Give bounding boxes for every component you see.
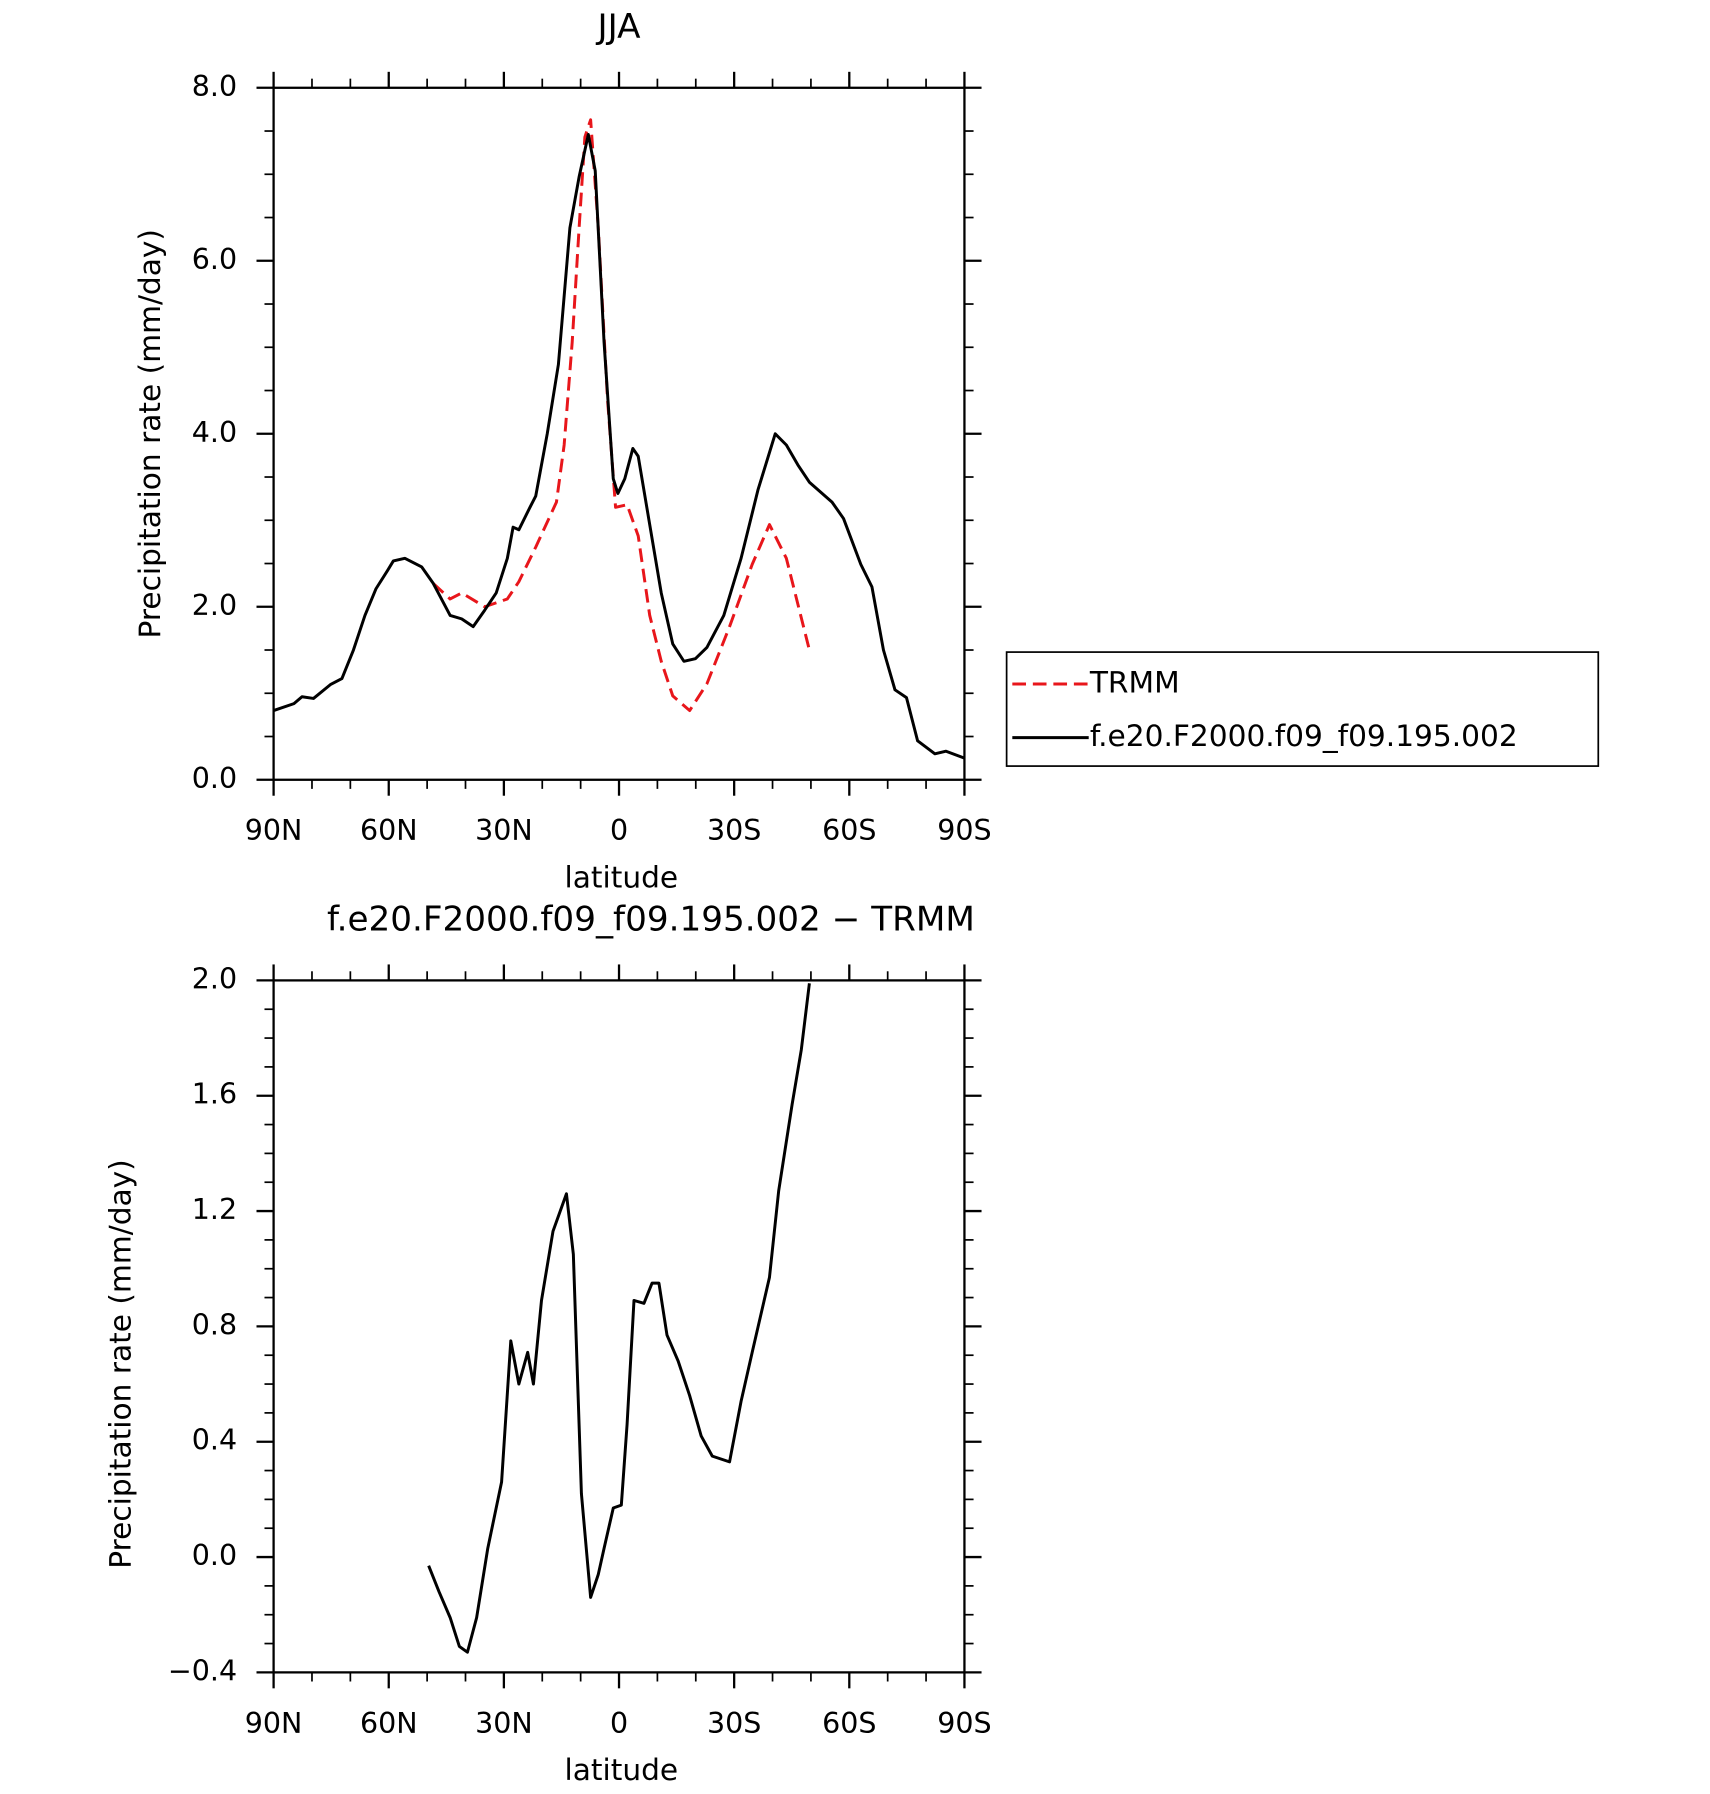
x-tick-label: 30S [707,1707,761,1740]
y-tick-label: 4.0 [192,416,237,449]
x-tick-label: 60S [822,814,876,847]
data-line [432,118,811,713]
y-tick-label: 1.6 [192,1078,237,1111]
legend-label: f.e20.F2000.f09_f09.195.002 [1090,718,1518,753]
legend-label: TRMM [1089,665,1180,700]
x-tick-label: 30S [707,814,761,847]
data-line [273,133,965,760]
x-tick-label: 0 [610,814,628,847]
y-tick-label: 0.0 [192,762,237,795]
x-tick-label: 90N [245,814,303,847]
panel: −0.4 0.0 0.4 0.8 1.2 1.6 2.0 90N 60N 30N 0 30S 60S 90… [102,900,991,1787]
y-axis-label: Precipitation rate (mm/day) [132,229,167,638]
y-tick-label: 0.8 [192,1308,237,1341]
x-tick-label: 0 [610,1707,628,1740]
legend: TRMM f.e20.F2000.f09_f09.195.002 [1005,651,1600,767]
y-tick-label: 2.0 [192,589,237,622]
x-axis-label: latitude [564,1752,678,1787]
x-axis-label: latitude [564,859,678,894]
y-tick-label: 0.4 [192,1424,237,1457]
x-tick-label: 60N [360,1707,418,1740]
chart-title: f.e20.F2000.f09_f09.195.002 − TRMM [327,900,975,940]
x-tick-label: 90N [245,1707,303,1740]
y-tick-label: 1.2 [192,1193,237,1226]
y-tick-label: 0.0 [192,1539,237,1572]
panel: 0.0 2.0 4.0 6.0 8.0 90N 60N 30N 0 30S 60S 90S JJA lat… [132,7,1600,894]
y-tick-label: 6.0 [192,243,237,276]
legend-box [1005,651,1600,767]
chart-title: JJA [596,7,642,47]
y-tick-label: 8.0 [192,70,237,103]
y-tick-label: 2.0 [192,962,237,995]
plot-frame [272,86,966,781]
x-tick-label: 90S [937,1707,991,1740]
x-tick-label: 30N [475,814,533,847]
x-tick-label: 90S [937,814,991,847]
data-line [427,983,811,1654]
plot-frame [272,979,966,1674]
y-tick-label: −0.4 [168,1654,237,1687]
x-tick-label: 60S [822,1707,876,1740]
x-tick-label: 30N [475,1707,533,1740]
y-axis-label: Precipitation rate (mm/day) [102,1159,137,1568]
x-tick-label: 60N [360,814,418,847]
